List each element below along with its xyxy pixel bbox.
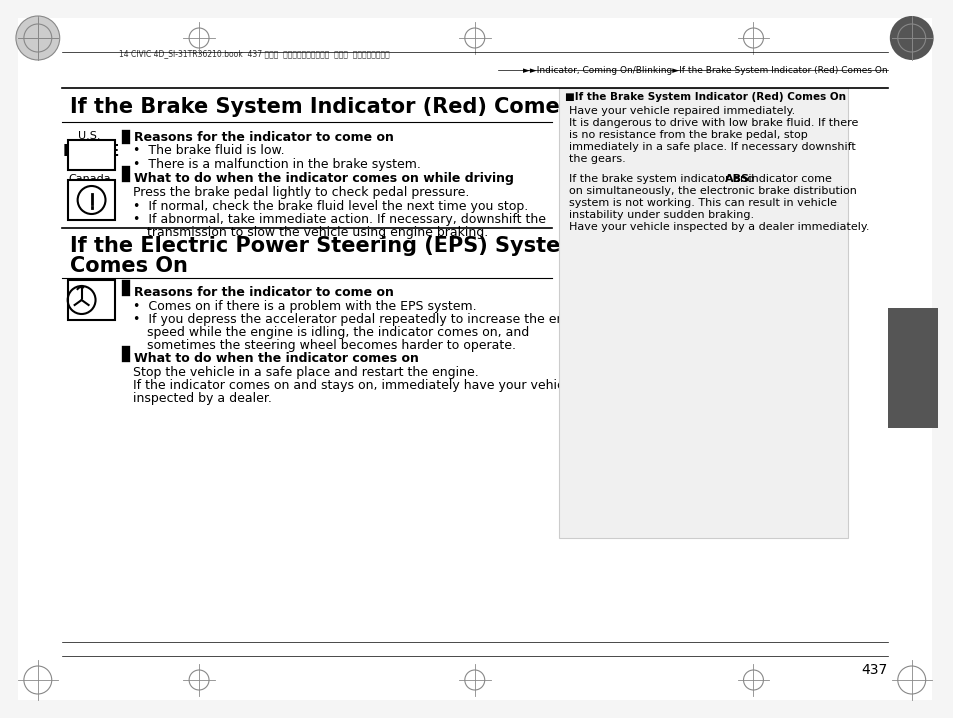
Text: •  If you depress the accelerator pedal repeatedly to increase the engine: • If you depress the accelerator pedal r…	[133, 313, 591, 326]
FancyBboxPatch shape	[68, 180, 115, 220]
Text: Stop the vehicle in a safe place and restart the engine.: Stop the vehicle in a safe place and res…	[133, 366, 478, 379]
Text: Canada: Canada	[69, 174, 111, 184]
Text: Reasons for the indicator to come on: Reasons for the indicator to come on	[134, 131, 394, 144]
Text: sometimes the steering wheel becomes harder to operate.: sometimes the steering wheel becomes har…	[147, 339, 516, 352]
Text: Press the brake pedal lightly to check pedal pressure.: Press the brake pedal lightly to check p…	[133, 186, 469, 199]
Text: Have your vehicle repaired immediately.: Have your vehicle repaired immediately.	[569, 106, 795, 116]
Text: Reasons for the indicator to come on: Reasons for the indicator to come on	[134, 286, 394, 299]
Text: Comes On: Comes On	[70, 256, 188, 276]
Text: instability under sudden braking.: instability under sudden braking.	[569, 210, 754, 220]
Text: is no resistance from the brake pedal, stop: is no resistance from the brake pedal, s…	[569, 130, 807, 140]
Text: inspected by a dealer.: inspected by a dealer.	[133, 392, 272, 405]
Text: •  The brake fluid is low.: • The brake fluid is low.	[133, 144, 285, 157]
Text: •  If normal, check the brake fluid level the next time you stop.: • If normal, check the brake fluid level…	[133, 200, 528, 213]
Text: What to do when the indicator comes on while driving: What to do when the indicator comes on w…	[134, 172, 514, 185]
Text: ►►Indicator, Coming On/Blinking►If the Brake System Indicator (Red) Comes On: ►►Indicator, Coming On/Blinking►If the B…	[522, 66, 887, 75]
Text: indicator come: indicator come	[744, 174, 831, 184]
Circle shape	[16, 16, 60, 60]
Text: If the indicator comes on and stays on, immediately have your vehicle: If the indicator comes on and stays on, …	[133, 379, 575, 392]
Text: If the Electric Power Steering (EPS) System Indicator: If the Electric Power Steering (EPS) Sys…	[70, 236, 694, 256]
Text: transmission to slow the vehicle using engine braking.: transmission to slow the vehicle using e…	[147, 226, 488, 239]
Text: It is dangerous to drive with low brake fluid. If there: It is dangerous to drive with low brake …	[569, 118, 858, 128]
Text: BRAKE: BRAKE	[63, 144, 120, 159]
Text: If the brake system indicator and: If the brake system indicator and	[569, 174, 758, 184]
Circle shape	[889, 16, 933, 60]
Text: system is not working. This can result in vehicle: system is not working. This can result i…	[569, 198, 837, 208]
Text: Have your vehicle inspected by a dealer immediately.: Have your vehicle inspected by a dealer …	[569, 222, 869, 232]
Text: What to do when the indicator comes on: What to do when the indicator comes on	[134, 352, 418, 365]
FancyBboxPatch shape	[68, 280, 115, 320]
Text: !: !	[102, 288, 112, 308]
Text: 14 CIVIC 4D_SI-31TR36210.book  437 ページ  ２０１４年１月３０日  木曜日  午後１２時１８分: 14 CIVIC 4D_SI-31TR36210.book 437 ページ ２０…	[119, 49, 390, 58]
Text: 437: 437	[861, 663, 887, 677]
Text: ■If the Brake System Indicator (Red) Comes On: ■If the Brake System Indicator (Red) Com…	[565, 92, 845, 102]
FancyBboxPatch shape	[68, 140, 115, 170]
Text: •  Comes on if there is a problem with the EPS system.: • Comes on if there is a problem with th…	[133, 300, 476, 313]
Text: If the Brake System Indicator (Red) Comes On: If the Brake System Indicator (Red) Come…	[70, 97, 611, 117]
Text: U.S.: U.S.	[78, 131, 101, 141]
Text: •  If abnormal, take immediate action. If necessary, downshift the: • If abnormal, take immediate action. If…	[133, 213, 546, 226]
Text: •  There is a malfunction in the brake system.: • There is a malfunction in the brake sy…	[133, 158, 421, 171]
Text: immediately in a safe place. If necessary downshift: immediately in a safe place. If necessar…	[569, 142, 855, 152]
Text: Handling the Unexpected: Handling the Unexpected	[920, 292, 930, 434]
FancyBboxPatch shape	[887, 308, 937, 428]
Text: on simultaneously, the electronic brake distribution: on simultaneously, the electronic brake …	[569, 186, 857, 196]
Text: speed while the engine is idling, the indicator comes on, and: speed while the engine is idling, the in…	[147, 326, 529, 339]
Text: the gears.: the gears.	[569, 154, 625, 164]
FancyBboxPatch shape	[18, 18, 931, 700]
FancyBboxPatch shape	[558, 88, 847, 538]
Text: ABS: ABS	[724, 174, 749, 184]
